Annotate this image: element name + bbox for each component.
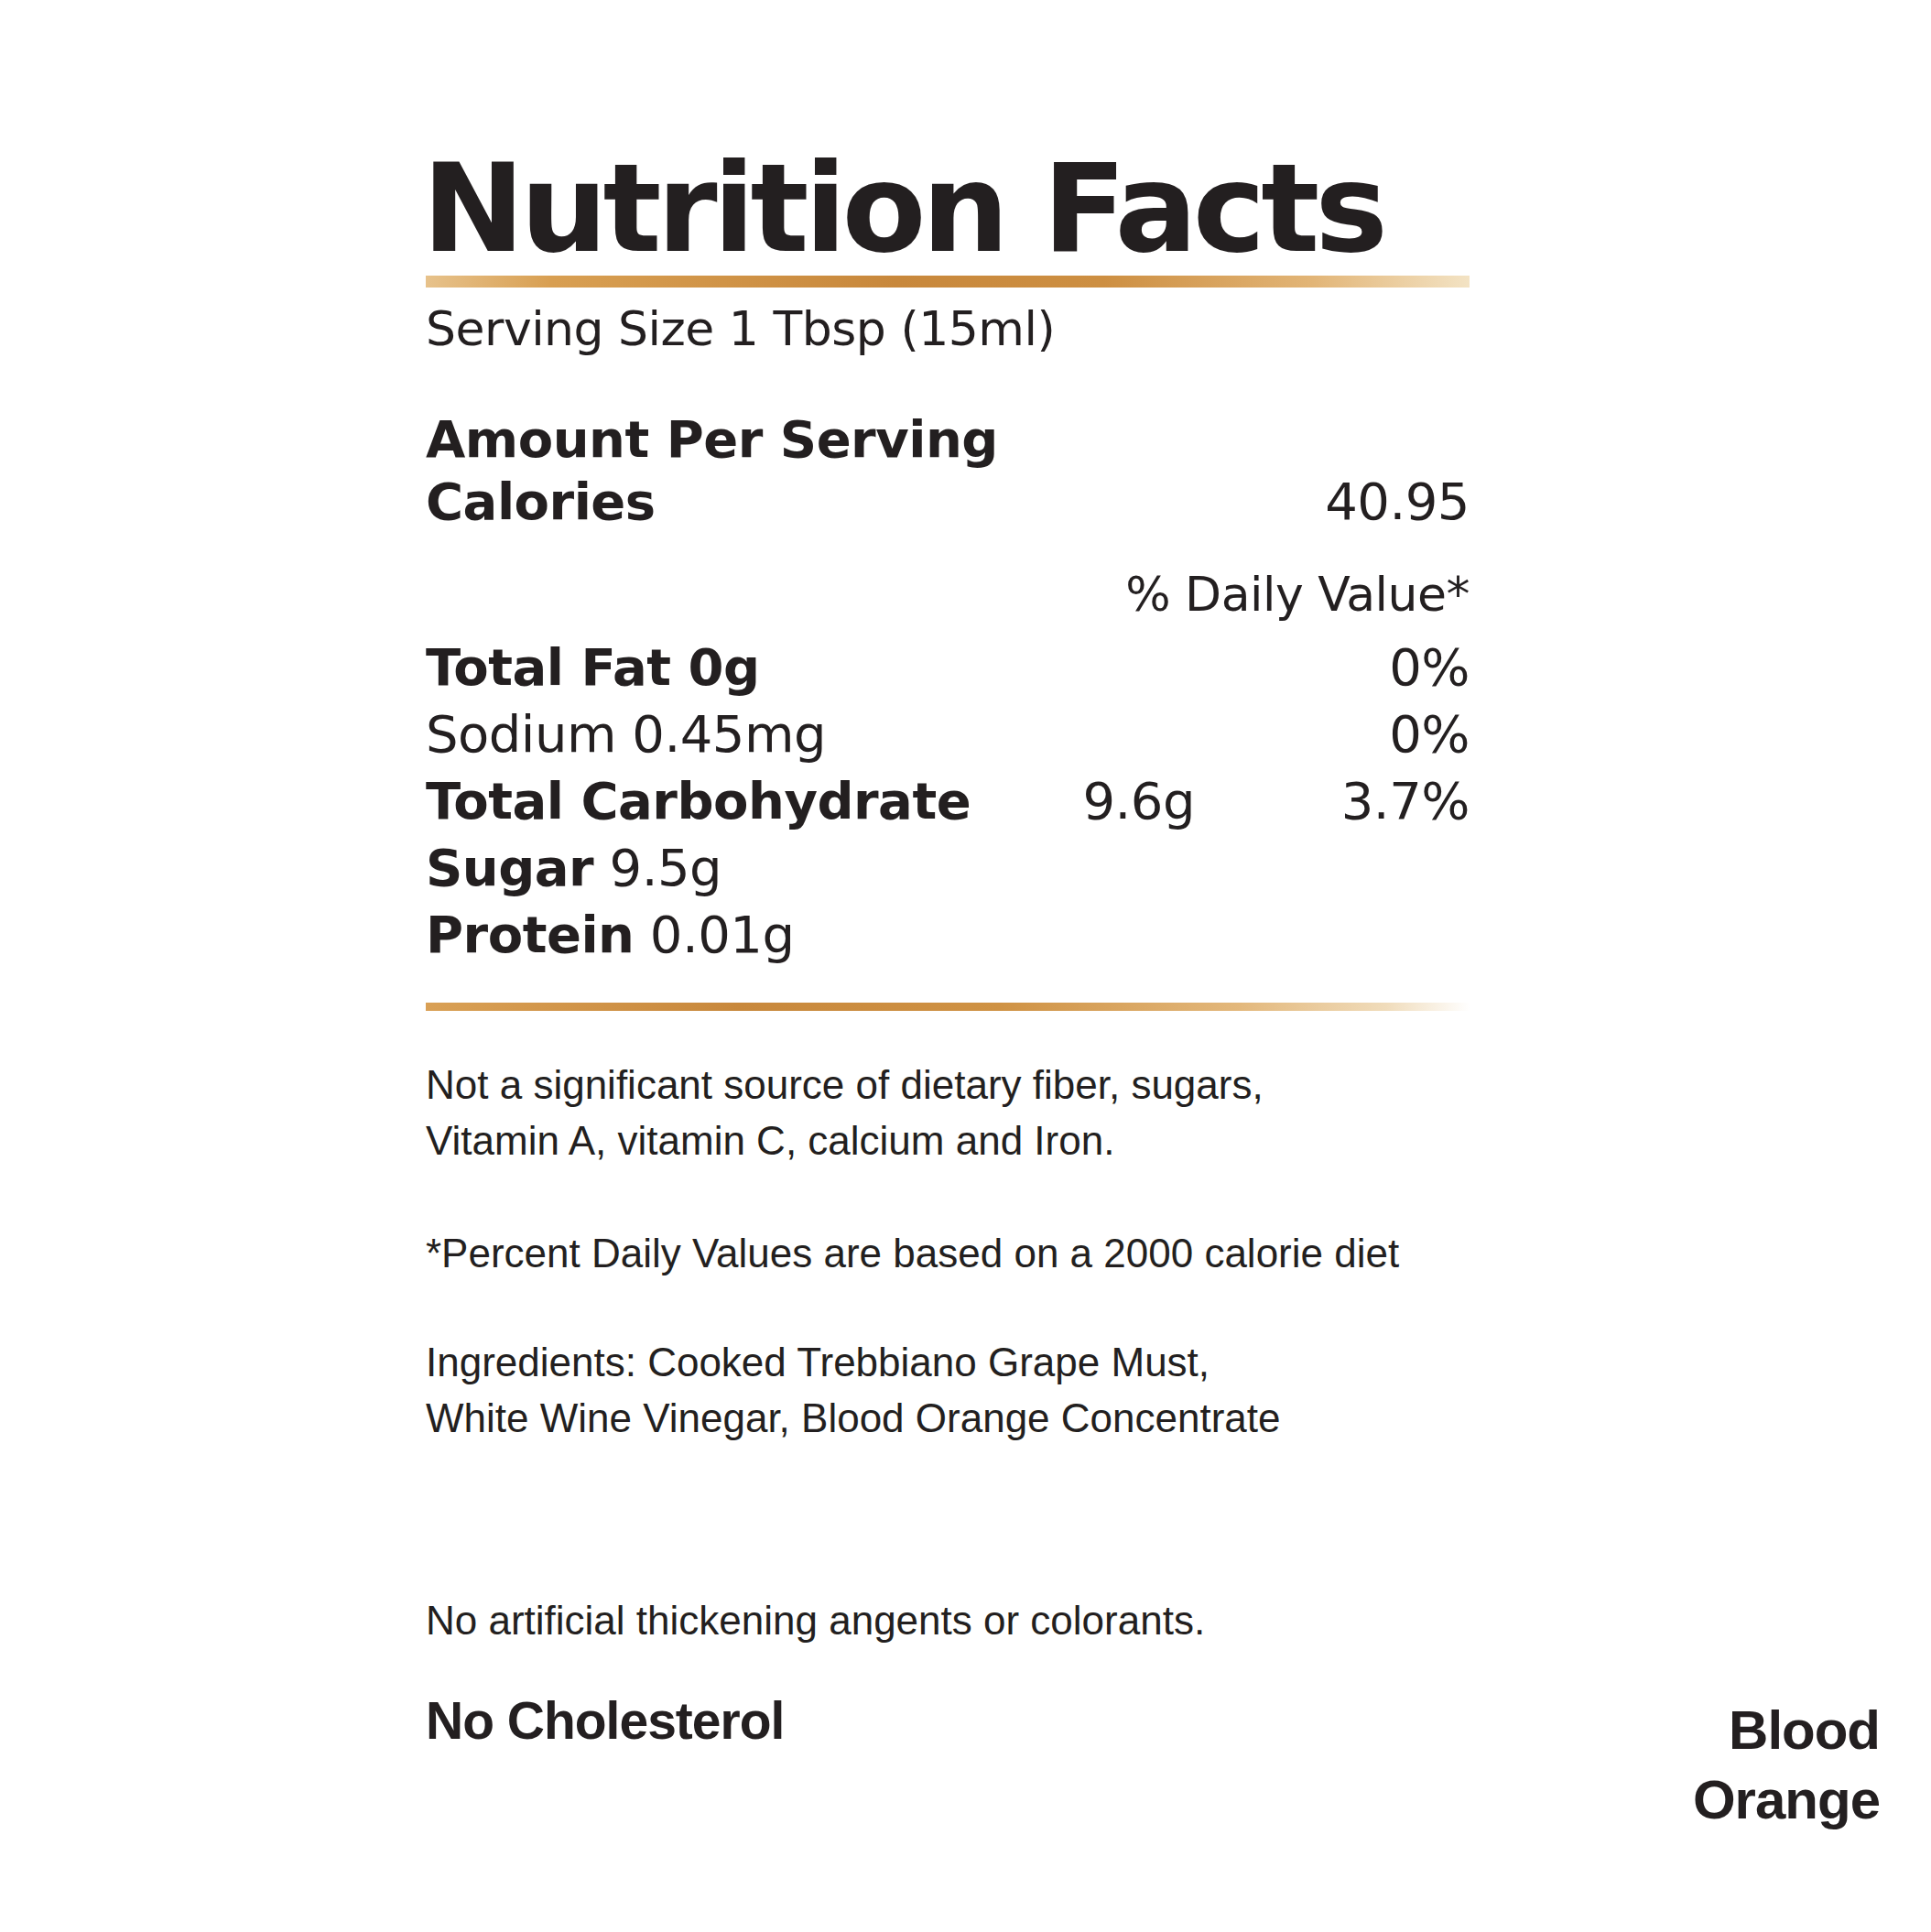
ingredients-list: Ingredients: Cooked Trebbiano Grape Must… bbox=[426, 1334, 1470, 1446]
calories-value: 40.95 bbox=[1325, 471, 1470, 533]
nutrient-label-regular: Sodium 0.45mg bbox=[426, 704, 826, 764]
calories-label: Calories bbox=[426, 471, 656, 533]
footnote-not-significant: Not a significant source of dietary fibe… bbox=[426, 1057, 1470, 1168]
nutrient-label: Sugar 9.5g bbox=[426, 834, 1030, 901]
nutrient-label-regular: 9.5g bbox=[593, 838, 721, 897]
flavor-name: Blood Orange bbox=[1693, 1696, 1880, 1835]
nutrient-percent: 0% bbox=[1195, 634, 1470, 700]
nutrient-percent: 3.7% bbox=[1195, 767, 1470, 834]
nutrient-percent bbox=[1195, 901, 1470, 968]
calories-row: Calories 40.95 bbox=[426, 471, 1470, 533]
nutrient-label: Total Fat 0g bbox=[426, 634, 1030, 700]
nutrition-label: Nutrition Facts Serving Size 1 Tbsp (15m… bbox=[0, 0, 1931, 1932]
nutrient-rows: Total Fat 0g 0% Sodium 0.45mg 0% Total C… bbox=[426, 634, 1470, 968]
nutrient-label-bold: Total Fat 0g bbox=[426, 637, 760, 697]
amount-per-serving-heading: Amount Per Serving bbox=[426, 408, 1470, 471]
nutrient-label: Protein 0.01g bbox=[426, 901, 1030, 968]
nutrient-row-sodium: Sodium 0.45mg 0% bbox=[426, 700, 1470, 767]
nutrient-label: Total Carbohydrate bbox=[426, 767, 1030, 834]
nutrient-label-bold: Sugar bbox=[426, 838, 593, 897]
nutrient-label-regular: 0.01g bbox=[634, 905, 794, 964]
nutrient-amount bbox=[1030, 901, 1195, 968]
nutrient-label-bold: Protein bbox=[426, 905, 634, 964]
nutrient-percent bbox=[1195, 834, 1470, 901]
gold-divider-bottom bbox=[426, 1003, 1470, 1011]
nutrient-amount bbox=[1030, 634, 1195, 700]
nutrient-percent: 0% bbox=[1195, 700, 1470, 767]
nutrient-row-sugar: Sugar 9.5g bbox=[426, 834, 1470, 901]
nutrient-amount: 9.6g bbox=[1030, 767, 1195, 834]
daily-value-header: % Daily Value* bbox=[426, 566, 1470, 623]
nutrient-amount bbox=[1030, 700, 1195, 767]
nutrient-label-bold: Total Carbohydrate bbox=[426, 771, 971, 830]
footnote-no-artificial: No artificial thickening angents or colo… bbox=[426, 1592, 1470, 1648]
nutrient-row-total-fat: Total Fat 0g 0% bbox=[426, 634, 1470, 700]
nutrient-row-protein: Protein 0.01g bbox=[426, 901, 1470, 968]
nutrient-amount bbox=[1030, 834, 1195, 901]
serving-size: Serving Size 1 Tbsp (15ml) bbox=[426, 300, 1470, 357]
no-cholesterol-claim: No Cholesterol bbox=[426, 1688, 1470, 1753]
label-title: Nutrition Facts bbox=[422, 145, 1470, 274]
nutrient-row-total-carbohydrate: Total Carbohydrate 9.6g 3.7% bbox=[426, 767, 1470, 834]
label-column: Nutrition Facts Serving Size 1 Tbsp (15m… bbox=[426, 0, 1470, 1753]
footnote-percent-daily-values: *Percent Daily Values are based on a 200… bbox=[426, 1225, 1470, 1281]
nutrient-label: Sodium 0.45mg bbox=[426, 700, 1030, 767]
